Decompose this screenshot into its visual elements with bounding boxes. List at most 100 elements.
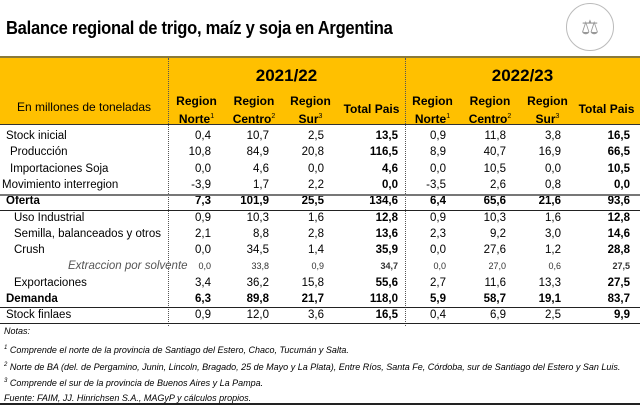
divider: [0, 56, 640, 58]
cell-value: -3,9: [191, 178, 211, 191]
cell-value: 4,6: [382, 162, 398, 175]
divider: [0, 210, 640, 211]
footnote-marker: 3: [318, 113, 323, 120]
cell-value: 2,5: [308, 130, 324, 142]
column-header-line1: Region: [176, 94, 217, 108]
footnote-marker: 3: [555, 113, 560, 120]
cell-value: 1,2: [545, 244, 561, 257]
cell-value: 2,3: [430, 227, 446, 240]
cell-value: 40,7: [483, 146, 506, 159]
cell-value: 13,6: [375, 227, 398, 240]
cell-value: 55,6: [375, 276, 398, 289]
cell-value: 3,0: [545, 227, 561, 240]
table-row: Stock finlaes 0,9 12,0 3,6 16,5 0,4 6,9 2,5 9,9: [0, 307, 640, 323]
table-row: Extraccion por solvente 0,0 33,8 0,9 34,7 0,0…: [0, 258, 640, 274]
cell-value: 27,5: [607, 276, 630, 289]
year-header-2022-23: 2022/23: [491, 66, 554, 85]
cell-value: 13,5: [375, 130, 398, 142]
table-row: Movimiento interregion -3,9 1,7 2,2 0,0 -3,5 2…: [0, 177, 640, 193]
cell-value: 1,6: [308, 211, 324, 224]
cell-value: 2,7: [430, 276, 446, 289]
divider: [405, 58, 406, 326]
cell-value: 0,9: [311, 261, 324, 272]
cell-value: 36,2: [246, 276, 269, 289]
column-header: Total Pais: [575, 101, 638, 117]
cell-value: 21,7: [301, 293, 324, 305]
table-row: Crush 0,0 34,5 1,4 35,9 0,0 27,6 1,2 28,8: [0, 242, 640, 258]
cell-value: 9,2: [490, 227, 506, 240]
cell-value: 16,5: [375, 309, 398, 322]
cell-value: 11,8: [484, 130, 506, 142]
table-row: Exportaciones 3,4 36,2 15,8 55,6 2,7 11,6 13,3 2…: [0, 275, 640, 291]
cell-value: 6,4: [430, 195, 446, 208]
row-label: Uso Industrial: [14, 211, 85, 224]
column-header-line1: Region: [469, 94, 511, 108]
row-label: Crush: [14, 244, 45, 257]
cell-value: 20,8: [301, 146, 324, 159]
cell-value: 11,6: [484, 276, 506, 289]
cell-value: 101,9: [240, 195, 269, 208]
cell-value: 0,0: [195, 162, 211, 175]
bcr-logo-seal-icon: ⚖: [566, 3, 614, 51]
table-row: Stock inicial 0,4 10,7 2,5 13,5 0,9 11,8 3,8 16,…: [0, 128, 640, 144]
cell-value: 66,5: [607, 146, 630, 159]
cell-value: 0,4: [430, 309, 446, 322]
cell-value: 27,5: [612, 261, 630, 272]
cell-value: 10,5: [607, 162, 630, 175]
column-header-line2: Sur: [535, 112, 556, 126]
row-label: Oferta: [6, 195, 40, 208]
divider: [0, 194, 640, 196]
divider: [168, 58, 169, 326]
cell-value: 0,0: [545, 162, 561, 175]
row-label: Importaciones Soja: [10, 162, 109, 175]
cell-value: 12,8: [607, 211, 630, 224]
cell-value: 1,7: [253, 178, 269, 191]
cell-value: 28,8: [607, 244, 630, 257]
row-label: Extraccion por solvente: [68, 260, 188, 273]
cell-value: 19,1: [538, 293, 561, 305]
row-label: Producción: [10, 146, 68, 159]
column-header-line2: Centro: [232, 112, 272, 126]
column-header-line1: Region: [233, 94, 275, 108]
cell-value: 10,7: [246, 130, 269, 142]
cell-value: 13,3: [538, 276, 561, 289]
cell-value: 1,4: [308, 244, 324, 257]
cell-value: 0,0: [198, 261, 211, 272]
column-header-line2: Norte: [414, 112, 447, 126]
column-header-line1: Region: [412, 94, 453, 108]
cell-value: 7,3: [195, 195, 211, 208]
cell-value: 27,6: [483, 244, 506, 257]
row-label: Movimiento interregion: [2, 178, 119, 191]
cell-value: 0,0: [195, 244, 211, 257]
table-header: [0, 58, 640, 125]
cell-value: 0,9: [195, 309, 211, 322]
column-header-label: Total Pais: [578, 102, 635, 116]
divider: [0, 403, 640, 405]
column-header-line2: Centro: [468, 112, 508, 126]
cell-value: 0,0: [433, 261, 446, 272]
cell-value: 10,3: [483, 211, 506, 224]
cell-value: 16,5: [607, 130, 630, 142]
column-header-line2: Norte: [178, 112, 211, 126]
cell-value: 2,2: [308, 178, 324, 191]
cell-value: 6,3: [195, 293, 211, 305]
footnote-marker: 2: [507, 113, 512, 120]
cell-value: 16,9: [538, 146, 561, 159]
footnote-marker: 1: [446, 113, 451, 120]
cell-value: 0,9: [195, 211, 211, 224]
cell-value: 58,7: [483, 293, 506, 305]
cell-value: 0,0: [430, 244, 446, 257]
cell-value: 33,8: [251, 261, 269, 272]
footnote-marker: 2: [271, 113, 276, 120]
cell-value: 12,0: [246, 309, 269, 322]
cell-value: 10,8: [188, 146, 211, 159]
cell-value: 3,6: [308, 309, 324, 322]
cell-value: 0,9: [430, 130, 446, 142]
column-header-label: Total Pais: [343, 102, 400, 116]
column-header: Region Norte1: [168, 93, 225, 127]
cell-value: 34,7: [380, 261, 398, 272]
cell-value: 9,9: [614, 309, 630, 322]
cell-value: 0,6: [548, 261, 561, 272]
cell-value: 118,0: [369, 293, 398, 305]
column-header-line2: Sur: [298, 112, 319, 126]
